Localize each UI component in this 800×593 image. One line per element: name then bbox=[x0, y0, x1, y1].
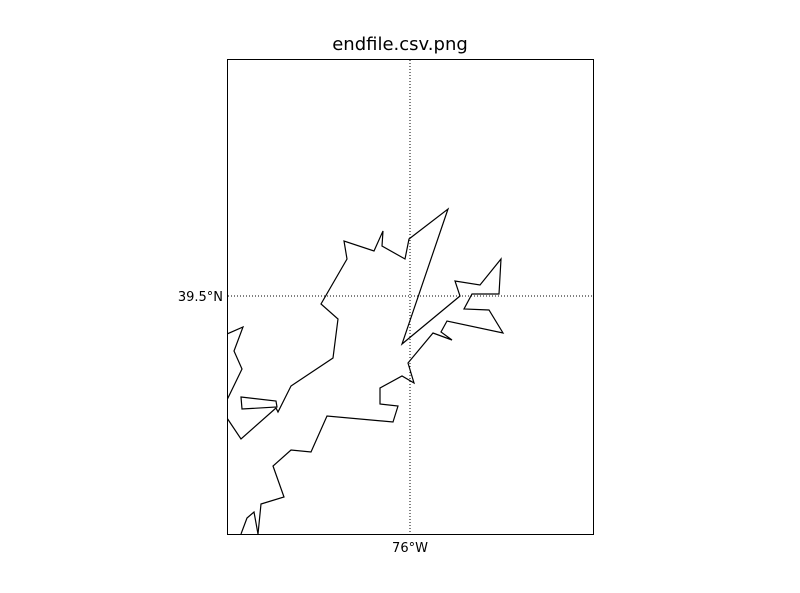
latitude-label: 39.5°N bbox=[178, 290, 223, 305]
coastline-west-shore bbox=[228, 325, 245, 400]
coastline-southern-tip bbox=[240, 510, 259, 534]
map-title: endfile.csv.png bbox=[332, 34, 468, 55]
longitude-label: 76°W bbox=[392, 541, 428, 556]
coastline-bay-shore bbox=[228, 207, 505, 534]
coastline-small-point bbox=[240, 396, 278, 410]
